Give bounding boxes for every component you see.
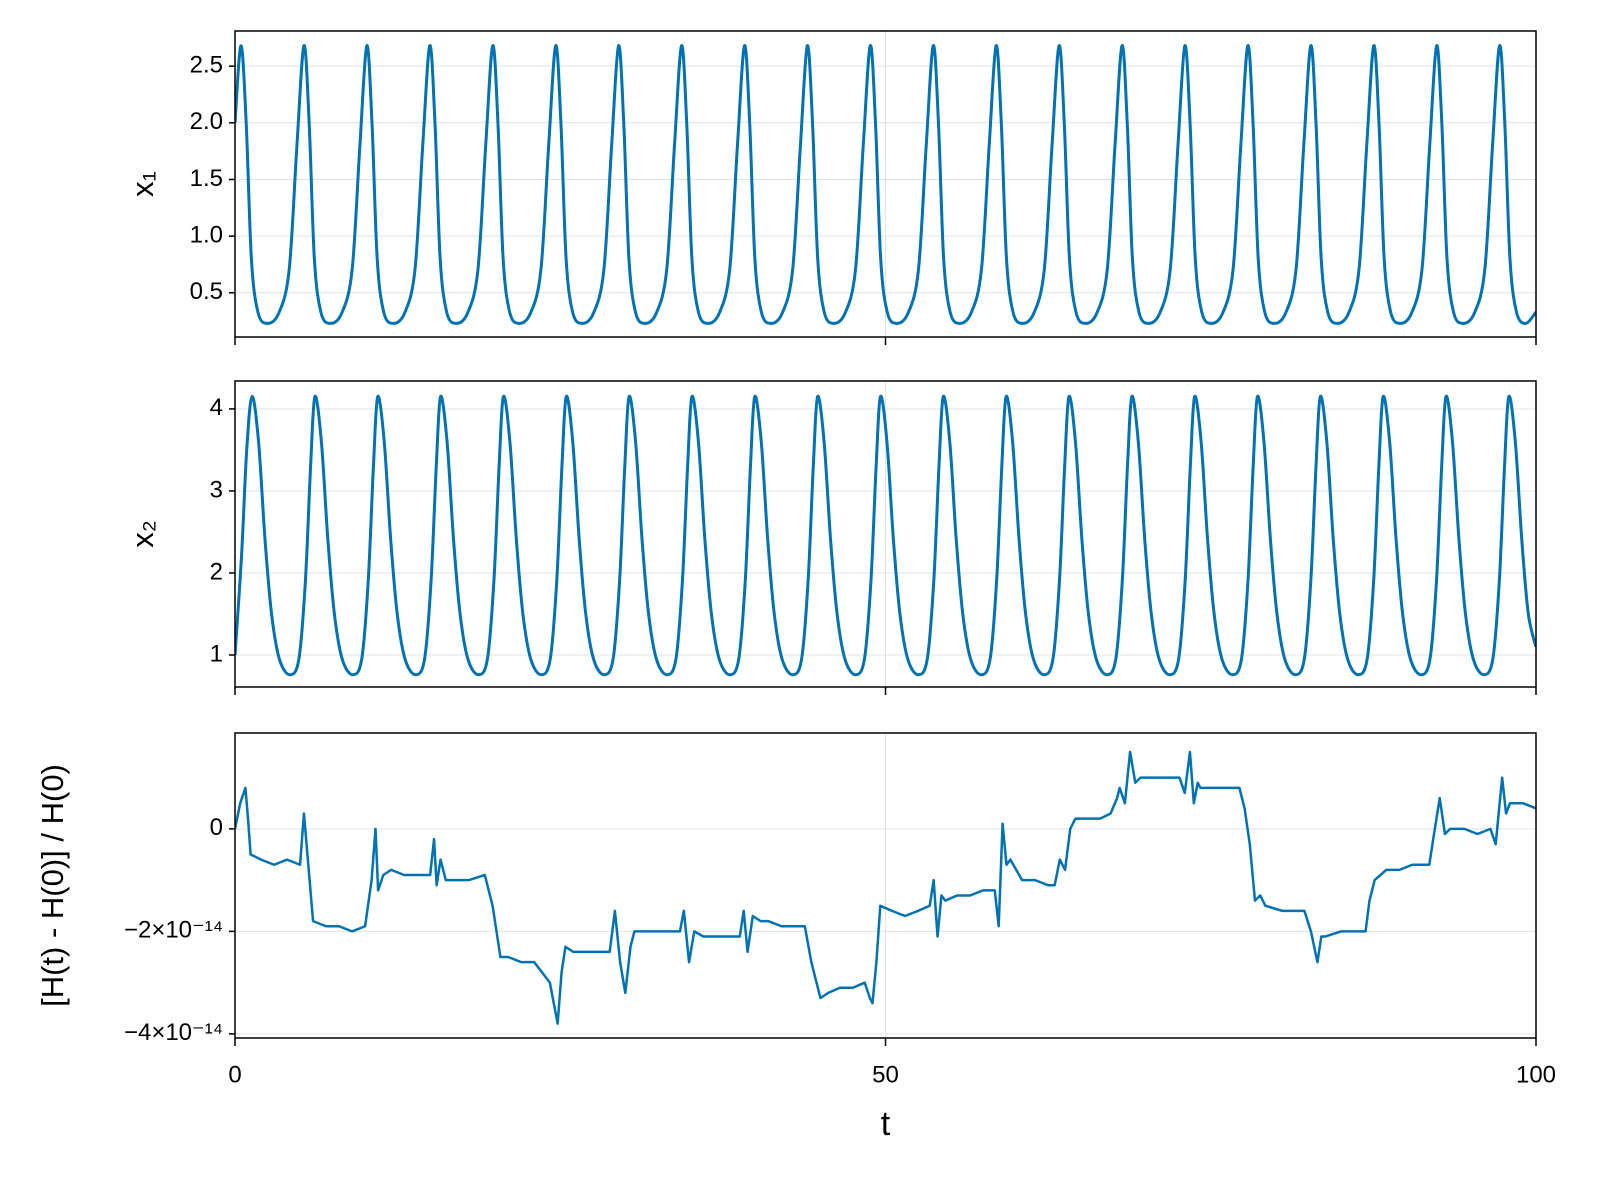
data-line <box>235 44 1536 325</box>
y-tick-label: 2 <box>210 558 223 585</box>
y-tick-label: 2.5 <box>190 51 223 78</box>
data-line <box>235 394 1536 677</box>
y-tick-label: 0 <box>210 814 223 841</box>
plot-frame <box>234 732 1537 1039</box>
plot-frame <box>234 30 1537 338</box>
x-tick-label: 100 <box>1516 1061 1556 1088</box>
data-line <box>235 750 1536 1025</box>
y-tick-label: −4×10⁻¹⁴ <box>124 1019 223 1046</box>
y-axis-label: x₂ <box>125 520 160 548</box>
y-tick-label: 1 <box>210 640 223 667</box>
y-tick-label: 2.0 <box>190 108 223 135</box>
x-axis-label: t <box>881 1105 891 1143</box>
y-tick-label: 1.5 <box>190 165 223 192</box>
y-tick-label: −2×10⁻¹⁴ <box>124 917 223 944</box>
x-tick-label: 50 <box>872 1061 899 1088</box>
y-tick-label: 0.5 <box>190 278 223 305</box>
y-tick-label: 1.0 <box>190 221 223 248</box>
y-tick-label: 4 <box>210 394 223 421</box>
y-axis-label: [H(t) - H(0)] / H(0) <box>35 764 70 1007</box>
x-tick-label: 0 <box>228 1061 241 1088</box>
plot-frame <box>234 380 1537 688</box>
y-tick-label: 3 <box>210 476 223 503</box>
y-axis-label: x₁ <box>125 171 160 197</box>
